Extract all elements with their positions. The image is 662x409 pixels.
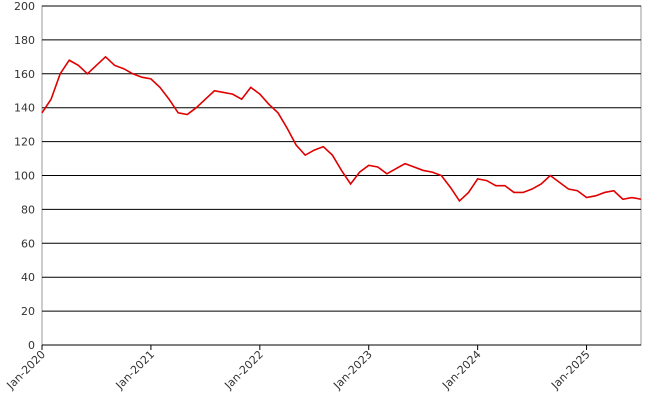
y-tick-label: 20 [21, 305, 35, 318]
x-tick-label: Jan-2024 [439, 348, 483, 392]
x-tick-label: Jan-2020 [4, 348, 48, 392]
x-tick-label: Jan-2022 [221, 348, 265, 392]
y-tick-label: 200 [14, 0, 35, 13]
y-tick-label: 120 [14, 136, 35, 149]
x-tick-label: Jan-2023 [330, 348, 374, 392]
y-tick-label: 160 [14, 68, 35, 81]
y-tick-label: 80 [21, 203, 35, 216]
y-tick-label: 100 [14, 170, 35, 183]
x-tick-label: Jan-2021 [113, 348, 157, 392]
y-tick-label: 140 [14, 102, 35, 115]
y-tick-label: 0 [28, 339, 35, 352]
x-tick-label: Jan-2025 [548, 348, 592, 392]
line-series [41, 55, 642, 203]
y-tick-label: 60 [21, 237, 35, 250]
y-tick-label: 40 [21, 271, 35, 284]
y-tick-label: 180 [14, 34, 35, 47]
